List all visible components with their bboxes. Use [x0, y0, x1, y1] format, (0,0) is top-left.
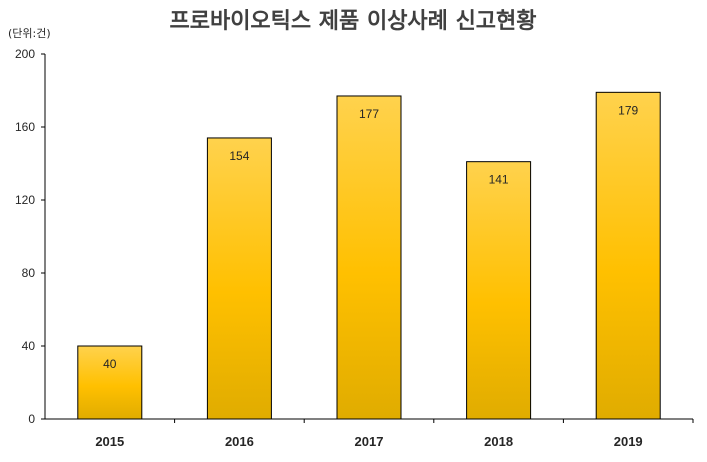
unit-label: (단위:건) — [8, 27, 51, 40]
data-label-2016: 154 — [229, 149, 249, 163]
x-tick-label-2018: 2018 — [484, 434, 513, 449]
x-tick-label-2015: 2015 — [95, 434, 124, 449]
bar-2019 — [595, 91, 661, 420]
data-label-2019: 179 — [618, 103, 638, 117]
y-tick-label: 80 — [22, 266, 36, 280]
data-labels: 40 154 177 141 179 — [103, 103, 638, 371]
y-tick-label: 40 — [22, 339, 36, 353]
chart-title: 프로바이오틱스 제품 이상사례 신고현황 — [169, 9, 536, 34]
data-label-2017: 177 — [359, 107, 379, 121]
y-tick-label: 0 — [28, 412, 35, 426]
x-tick-label-2017: 2017 — [355, 434, 384, 449]
y-tick-label: 120 — [15, 193, 35, 207]
x-tick-label-2016: 2016 — [225, 434, 254, 449]
x-tick-label-2019: 2019 — [614, 434, 643, 449]
data-label-2018: 141 — [489, 173, 509, 187]
bar-2015 — [77, 345, 143, 420]
x-ticks: 2015 2016 2017 2018 2019 — [95, 419, 694, 449]
y-tick-label: 160 — [15, 120, 35, 134]
bar-2016 — [206, 137, 272, 420]
bars — [77, 91, 661, 420]
bar-2017 — [336, 95, 402, 420]
y-tick-label: 200 — [15, 47, 35, 61]
bar-2018 — [466, 161, 532, 420]
data-label-2015: 40 — [103, 357, 117, 371]
y-ticks: 0 40 80 120 160 200 — [15, 47, 45, 426]
